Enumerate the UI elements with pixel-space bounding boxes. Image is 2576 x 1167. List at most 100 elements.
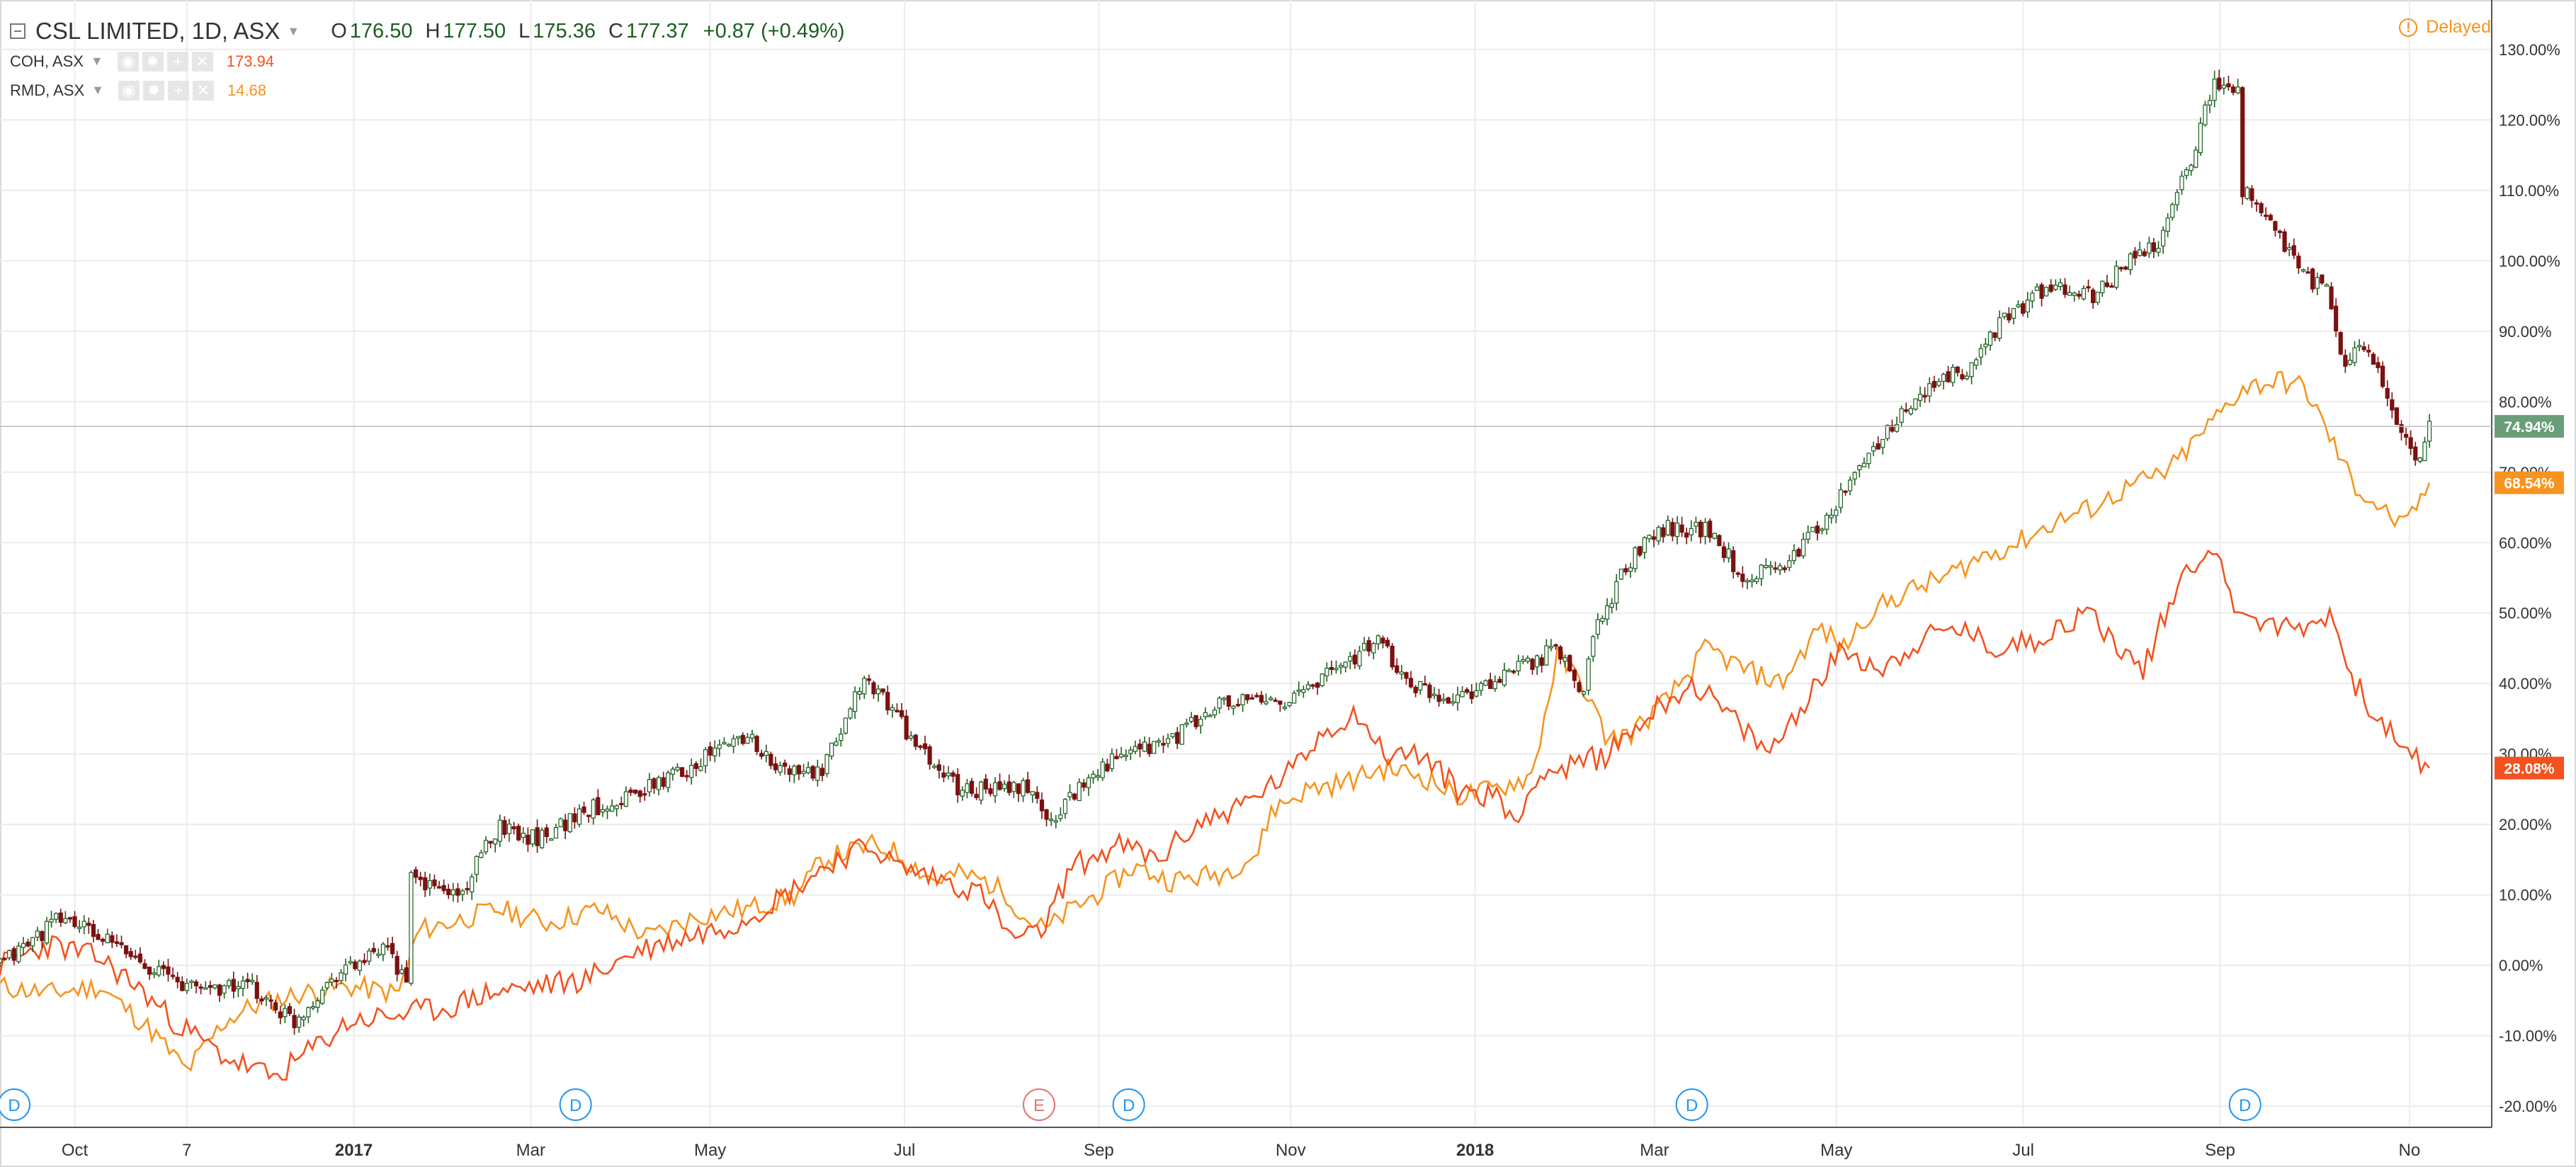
- candle-body: [2044, 287, 2049, 297]
- candle-body: [1212, 710, 1218, 716]
- candle-body: [1492, 681, 1497, 690]
- candle-body: [768, 753, 773, 766]
- candle-body: [193, 981, 199, 986]
- candle-body: [250, 979, 255, 983]
- candle-body: [563, 819, 568, 831]
- candle-body: [1142, 741, 1147, 752]
- candle-body: [1053, 820, 1058, 823]
- candle-body: [913, 734, 918, 747]
- candle-body: [1525, 657, 1531, 662]
- main-symbol-name[interactable]: CSL LIMITED, 1D, ASX: [35, 18, 280, 44]
- candle-body: [2174, 192, 2179, 205]
- candle-body: [470, 876, 475, 893]
- candle-body: [2002, 312, 2007, 317]
- candle-body: [310, 1006, 316, 1009]
- candle-body: [1296, 689, 1301, 693]
- candle-body: [1273, 700, 1278, 702]
- collapse-legend-icon[interactable]: [10, 23, 25, 39]
- candle-body: [1848, 479, 1853, 491]
- candle-body: [1633, 547, 1638, 569]
- candle-body: [58, 912, 63, 923]
- x-tick-label: May: [694, 1141, 726, 1160]
- candle-body: [1133, 746, 1137, 752]
- candle-body: [147, 967, 152, 975]
- candle-body: [1651, 536, 1657, 540]
- candle-body: [1137, 744, 1142, 750]
- last-value-label: 68.54%: [2504, 476, 2555, 492]
- candle-body: [152, 972, 157, 975]
- candle-body: [409, 872, 414, 984]
- candle-body: [1885, 424, 1890, 439]
- eye-icon[interactable]: ◉: [118, 80, 140, 101]
- gear-icon[interactable]: ✹: [142, 51, 164, 72]
- candle-body: [128, 951, 133, 957]
- candle-body: [731, 738, 736, 747]
- candle-body: [1269, 698, 1273, 700]
- candle-body: [1516, 661, 1521, 672]
- candle-body: [2007, 313, 2012, 321]
- candle-body: [1357, 651, 1362, 666]
- comparison-symbol[interactable]: RMD, ASX: [10, 81, 85, 99]
- candle-body: [778, 765, 783, 773]
- candle-body: [1618, 569, 1623, 580]
- candle-body: [142, 963, 147, 969]
- candle-body: [1931, 380, 1936, 388]
- candle-body: [450, 889, 455, 896]
- candle-body: [2427, 421, 2432, 442]
- candle-body: [1249, 697, 1254, 700]
- candle-body: [1642, 537, 1647, 553]
- candle-body: [2165, 217, 2170, 232]
- candle-body: [1292, 693, 1297, 704]
- candle-body: [516, 826, 521, 841]
- last-value-badge: [2495, 471, 2564, 494]
- candle-body: [1825, 515, 1829, 530]
- candle-body: [1240, 694, 1245, 705]
- delayed-status[interactable]: ! Delayed: [2399, 17, 2491, 38]
- candle-body: [1278, 700, 1283, 705]
- candle-body: [745, 736, 750, 744]
- eye-icon[interactable]: ◉: [117, 51, 139, 72]
- candle-body: [1128, 749, 1133, 754]
- candle-body: [979, 781, 984, 801]
- candle-body: [1852, 472, 1857, 479]
- candle-body: [2282, 231, 2287, 252]
- candle-body: [2142, 251, 2147, 256]
- candle-body: [1105, 763, 1110, 772]
- close-icon[interactable]: ✕: [191, 51, 213, 72]
- candle-body: [2212, 79, 2217, 101]
- candle-body: [273, 1002, 278, 1011]
- gear-icon[interactable]: ✹: [142, 80, 164, 101]
- candle-body: [521, 833, 526, 838]
- candle-body: [2011, 308, 2016, 319]
- candle-body: [675, 766, 680, 770]
- candle-body: [1992, 332, 1997, 338]
- candle-body: [189, 980, 194, 984]
- y-tick-label: 110.00%: [2499, 182, 2559, 200]
- chevron-down-icon[interactable]: ▼: [91, 83, 104, 97]
- close-icon[interactable]: ✕: [192, 80, 214, 101]
- comparison-value: 14.68: [227, 81, 267, 99]
- add-icon[interactable]: +: [167, 80, 189, 101]
- candle-body: [1006, 781, 1011, 793]
- candle-body: [862, 678, 867, 695]
- candle-body: [1404, 672, 1409, 679]
- candle-body: [1329, 666, 1334, 671]
- candle-body: [376, 953, 381, 956]
- add-icon[interactable]: +: [166, 51, 188, 72]
- candle-body: [259, 998, 264, 1002]
- chevron-down-icon[interactable]: ▼: [90, 54, 103, 68]
- candle-body: [2390, 399, 2395, 411]
- candle-body: [91, 923, 96, 937]
- candle-body: [1474, 690, 1479, 697]
- comparison-symbol[interactable]: COH, ASX: [10, 52, 84, 70]
- candle-body: [357, 960, 363, 972]
- candle-body: [824, 754, 829, 774]
- candle-body: [348, 961, 353, 964]
- candle-body: [1002, 783, 1007, 790]
- chevron-down-icon[interactable]: ▼: [287, 23, 300, 38]
- candle-body: [1049, 819, 1054, 821]
- main-symbol-row: CSL LIMITED, 1D, ASX ▼ O 176.50 H 177.50 L…: [10, 16, 845, 47]
- candle-body: [1021, 780, 1026, 797]
- candle-body: [86, 923, 91, 926]
